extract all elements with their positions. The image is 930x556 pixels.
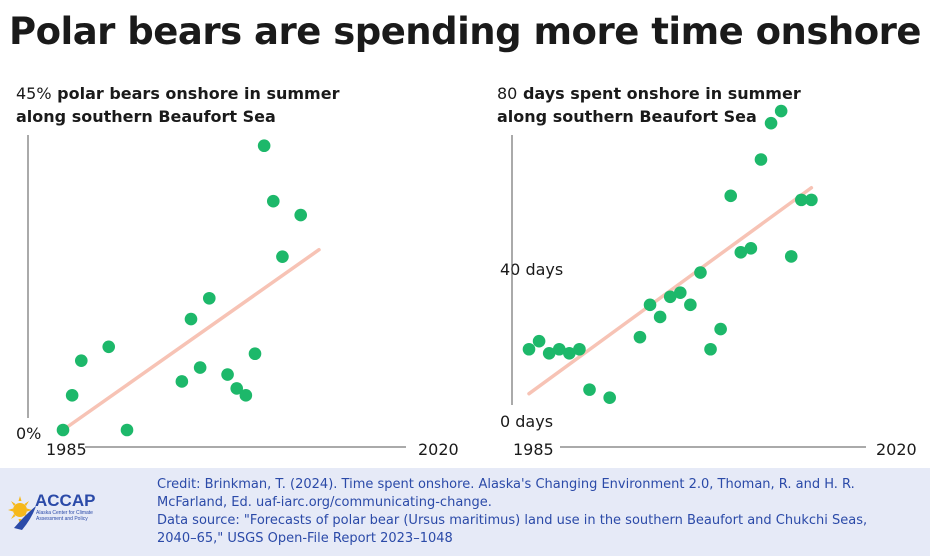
right-data-point	[714, 322, 727, 336]
right-x-end-label: 2020	[876, 440, 917, 459]
right-data-point	[805, 193, 818, 207]
left-ylabel: 45% polar bears onshore in summer along …	[16, 82, 339, 128]
right-data-point	[573, 342, 586, 356]
credit-line-1: Credit: Brinkman, T. (2024). Time spent …	[157, 477, 855, 492]
logo-sub1: Alaska Center for Climate	[36, 510, 93, 516]
left-ylabel-line1: polar bears onshore in summer	[57, 84, 340, 103]
right-ylabel-line1: days spent onshore in summer	[522, 84, 801, 103]
right-data-point	[643, 298, 657, 312]
right-data-point	[724, 189, 738, 203]
left-data-point	[257, 139, 271, 153]
logo-sub2: Assessment and Policy	[36, 516, 88, 522]
right-data-point	[532, 334, 546, 348]
right-ylabel-line2: along southern Beaufort Sea	[497, 107, 757, 126]
accap-logo: ACCAP Alaska Center for Climate Assessme…	[8, 491, 95, 530]
right-data-point	[552, 342, 566, 356]
right-data-point	[734, 246, 748, 259]
right-data-point	[754, 153, 768, 166]
left-data-point	[266, 194, 280, 208]
right-y-mid-label: 40 days	[500, 260, 564, 279]
right-data-point	[603, 391, 616, 405]
left-data-point	[221, 368, 234, 381]
left-data-point	[202, 291, 216, 305]
left-data-point	[184, 312, 198, 326]
right-data-point	[583, 383, 596, 396]
right-data-point	[663, 290, 677, 304]
credits-footer: ACCAP Alaska Center for Climate Assessme…	[0, 468, 930, 556]
footer-text: Credit: Brinkman, T. (2024). Time spent …	[157, 476, 917, 548]
left-data-point	[230, 382, 244, 395]
left-data-point	[294, 208, 308, 222]
logo-text: ACCAP	[35, 491, 95, 510]
right-data-point	[784, 250, 798, 263]
left-data-point	[248, 347, 262, 361]
right-y-min-label: 0 days	[500, 412, 554, 431]
left-data-point	[120, 423, 134, 437]
left-y-min-label: 0%	[16, 424, 42, 443]
right-data-point	[673, 286, 687, 300]
left-data-point	[102, 340, 116, 354]
left-x-start-label: 1985	[46, 440, 87, 459]
chart-title: Polar bears are spending more time onsho…	[8, 10, 922, 53]
left-data-point	[276, 250, 289, 263]
right-data-point	[774, 104, 788, 118]
right-data-point	[795, 193, 808, 207]
right-data-point	[744, 242, 758, 255]
right-data-point	[563, 346, 576, 360]
right-data-point	[653, 310, 667, 324]
scatter-charts	[27, 104, 866, 448]
left-ylabel-value: 45%	[16, 84, 52, 103]
right-data-point	[764, 116, 778, 130]
left-ylabel-line2: along southern Beaufort Sea	[16, 107, 276, 126]
right-ylabel: 80 days spent onshore in summer along so…	[497, 82, 801, 128]
left-data-point	[65, 389, 79, 402]
source-line-2: 2040–65," USGS Open-File Report 2023–104…	[157, 531, 453, 546]
left-data-point	[193, 361, 207, 374]
right-data-point	[522, 342, 536, 356]
right-x-start-label: 1985	[513, 440, 554, 459]
right-ylabel-value: 80	[497, 84, 518, 103]
right-data-point	[633, 330, 647, 344]
source-line-1: Data source: "Forecasts of polar bear (U…	[157, 513, 868, 528]
left-data-point	[74, 354, 88, 367]
right-data-point	[542, 346, 556, 360]
right-data-point	[694, 266, 707, 279]
right-data-point	[704, 342, 717, 356]
credit-line-2: McFarland, Ed. uaf-iarc.org/communicatin…	[157, 495, 492, 510]
left-trend-line	[61, 247, 321, 432]
left-data-point	[239, 389, 253, 402]
left-data-point	[175, 375, 189, 388]
left-x-end-label: 2020	[418, 440, 459, 459]
left-data-point	[56, 423, 70, 437]
right-data-point	[684, 298, 697, 312]
